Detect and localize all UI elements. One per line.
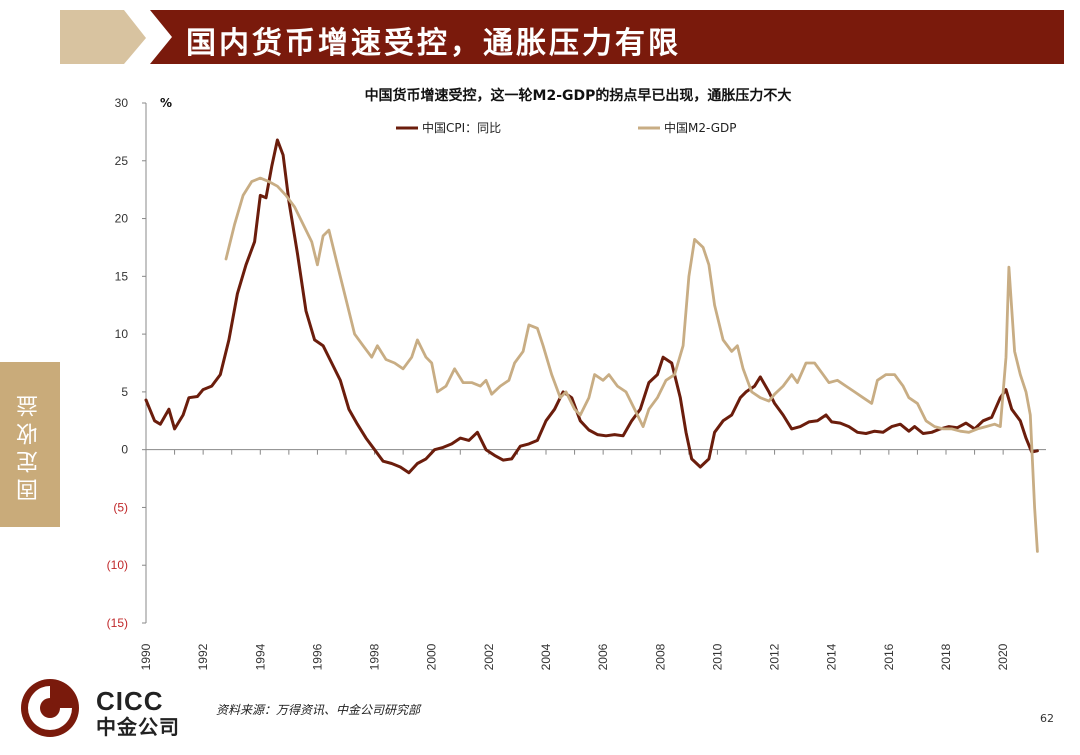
- y-tick-label: (15): [107, 616, 128, 630]
- x-tick-label: 2020: [996, 643, 1010, 670]
- x-tick-label: 2014: [825, 643, 839, 670]
- section-tab: 固定收益: [0, 362, 60, 527]
- legend-label: 中国M2-GDP: [664, 120, 737, 135]
- page-number: 62: [1040, 712, 1054, 725]
- y-tick-label: 0: [121, 443, 128, 457]
- chart-title: 中国货币增速受控，这一轮M2-GDP的拐点早已出现，通胀压力不大: [365, 87, 792, 104]
- chart: 中国货币增速受控，这一轮M2-GDP的拐点早已出现，通胀压力不大%3025201…: [107, 87, 1046, 670]
- x-tick-label: 2002: [482, 643, 496, 670]
- x-tick-label: 2010: [710, 643, 724, 670]
- x-tick-label: 2000: [425, 643, 439, 670]
- chevron-left-decoration: [60, 10, 146, 64]
- y-tick-label: 30: [115, 96, 129, 110]
- page-title: 国内货币增速受控，通胀压力有限: [186, 26, 681, 61]
- x-tick-label: 1994: [253, 643, 267, 670]
- legend-label: 中国CPI：同比: [422, 120, 501, 135]
- x-tick-label: 1996: [310, 643, 324, 670]
- x-tick-label: 2012: [768, 643, 782, 670]
- y-tick-label: 25: [115, 154, 129, 168]
- y-tick-label: (10): [107, 558, 128, 572]
- y-tick-label: 5: [121, 385, 128, 399]
- y-tick-label: 20: [115, 212, 129, 226]
- banner-bar: [150, 10, 1064, 64]
- unit-label: %: [160, 96, 172, 110]
- series-line-m2-gdp: [224, 176, 1039, 553]
- y-tick-label: 10: [115, 327, 129, 341]
- series-line-cpi: [144, 138, 1039, 475]
- y-tick-label: (5): [113, 500, 128, 514]
- x-tick-label: 2006: [596, 643, 610, 670]
- x-tick-label: 2018: [939, 643, 953, 670]
- logo-text-en: CICC: [96, 686, 164, 716]
- logo-text-cn: 中金公司: [96, 715, 180, 739]
- header-banner: 国内货币增速受控，通胀压力有限: [0, 0, 1080, 70]
- x-tick-label: 1992: [196, 643, 210, 670]
- x-tick-label: 1998: [368, 643, 382, 670]
- x-tick-label: 1990: [139, 643, 153, 670]
- x-tick-label: 2008: [653, 643, 667, 670]
- x-tick-label: 2016: [882, 643, 896, 670]
- cicc-logo-icon: [21, 679, 79, 737]
- source-note: 资料来源：万得资讯、中金公司研究部: [216, 703, 421, 717]
- banner-shape: [60, 10, 1064, 64]
- y-tick-label: 15: [115, 269, 129, 283]
- x-tick-label: 2004: [539, 643, 553, 670]
